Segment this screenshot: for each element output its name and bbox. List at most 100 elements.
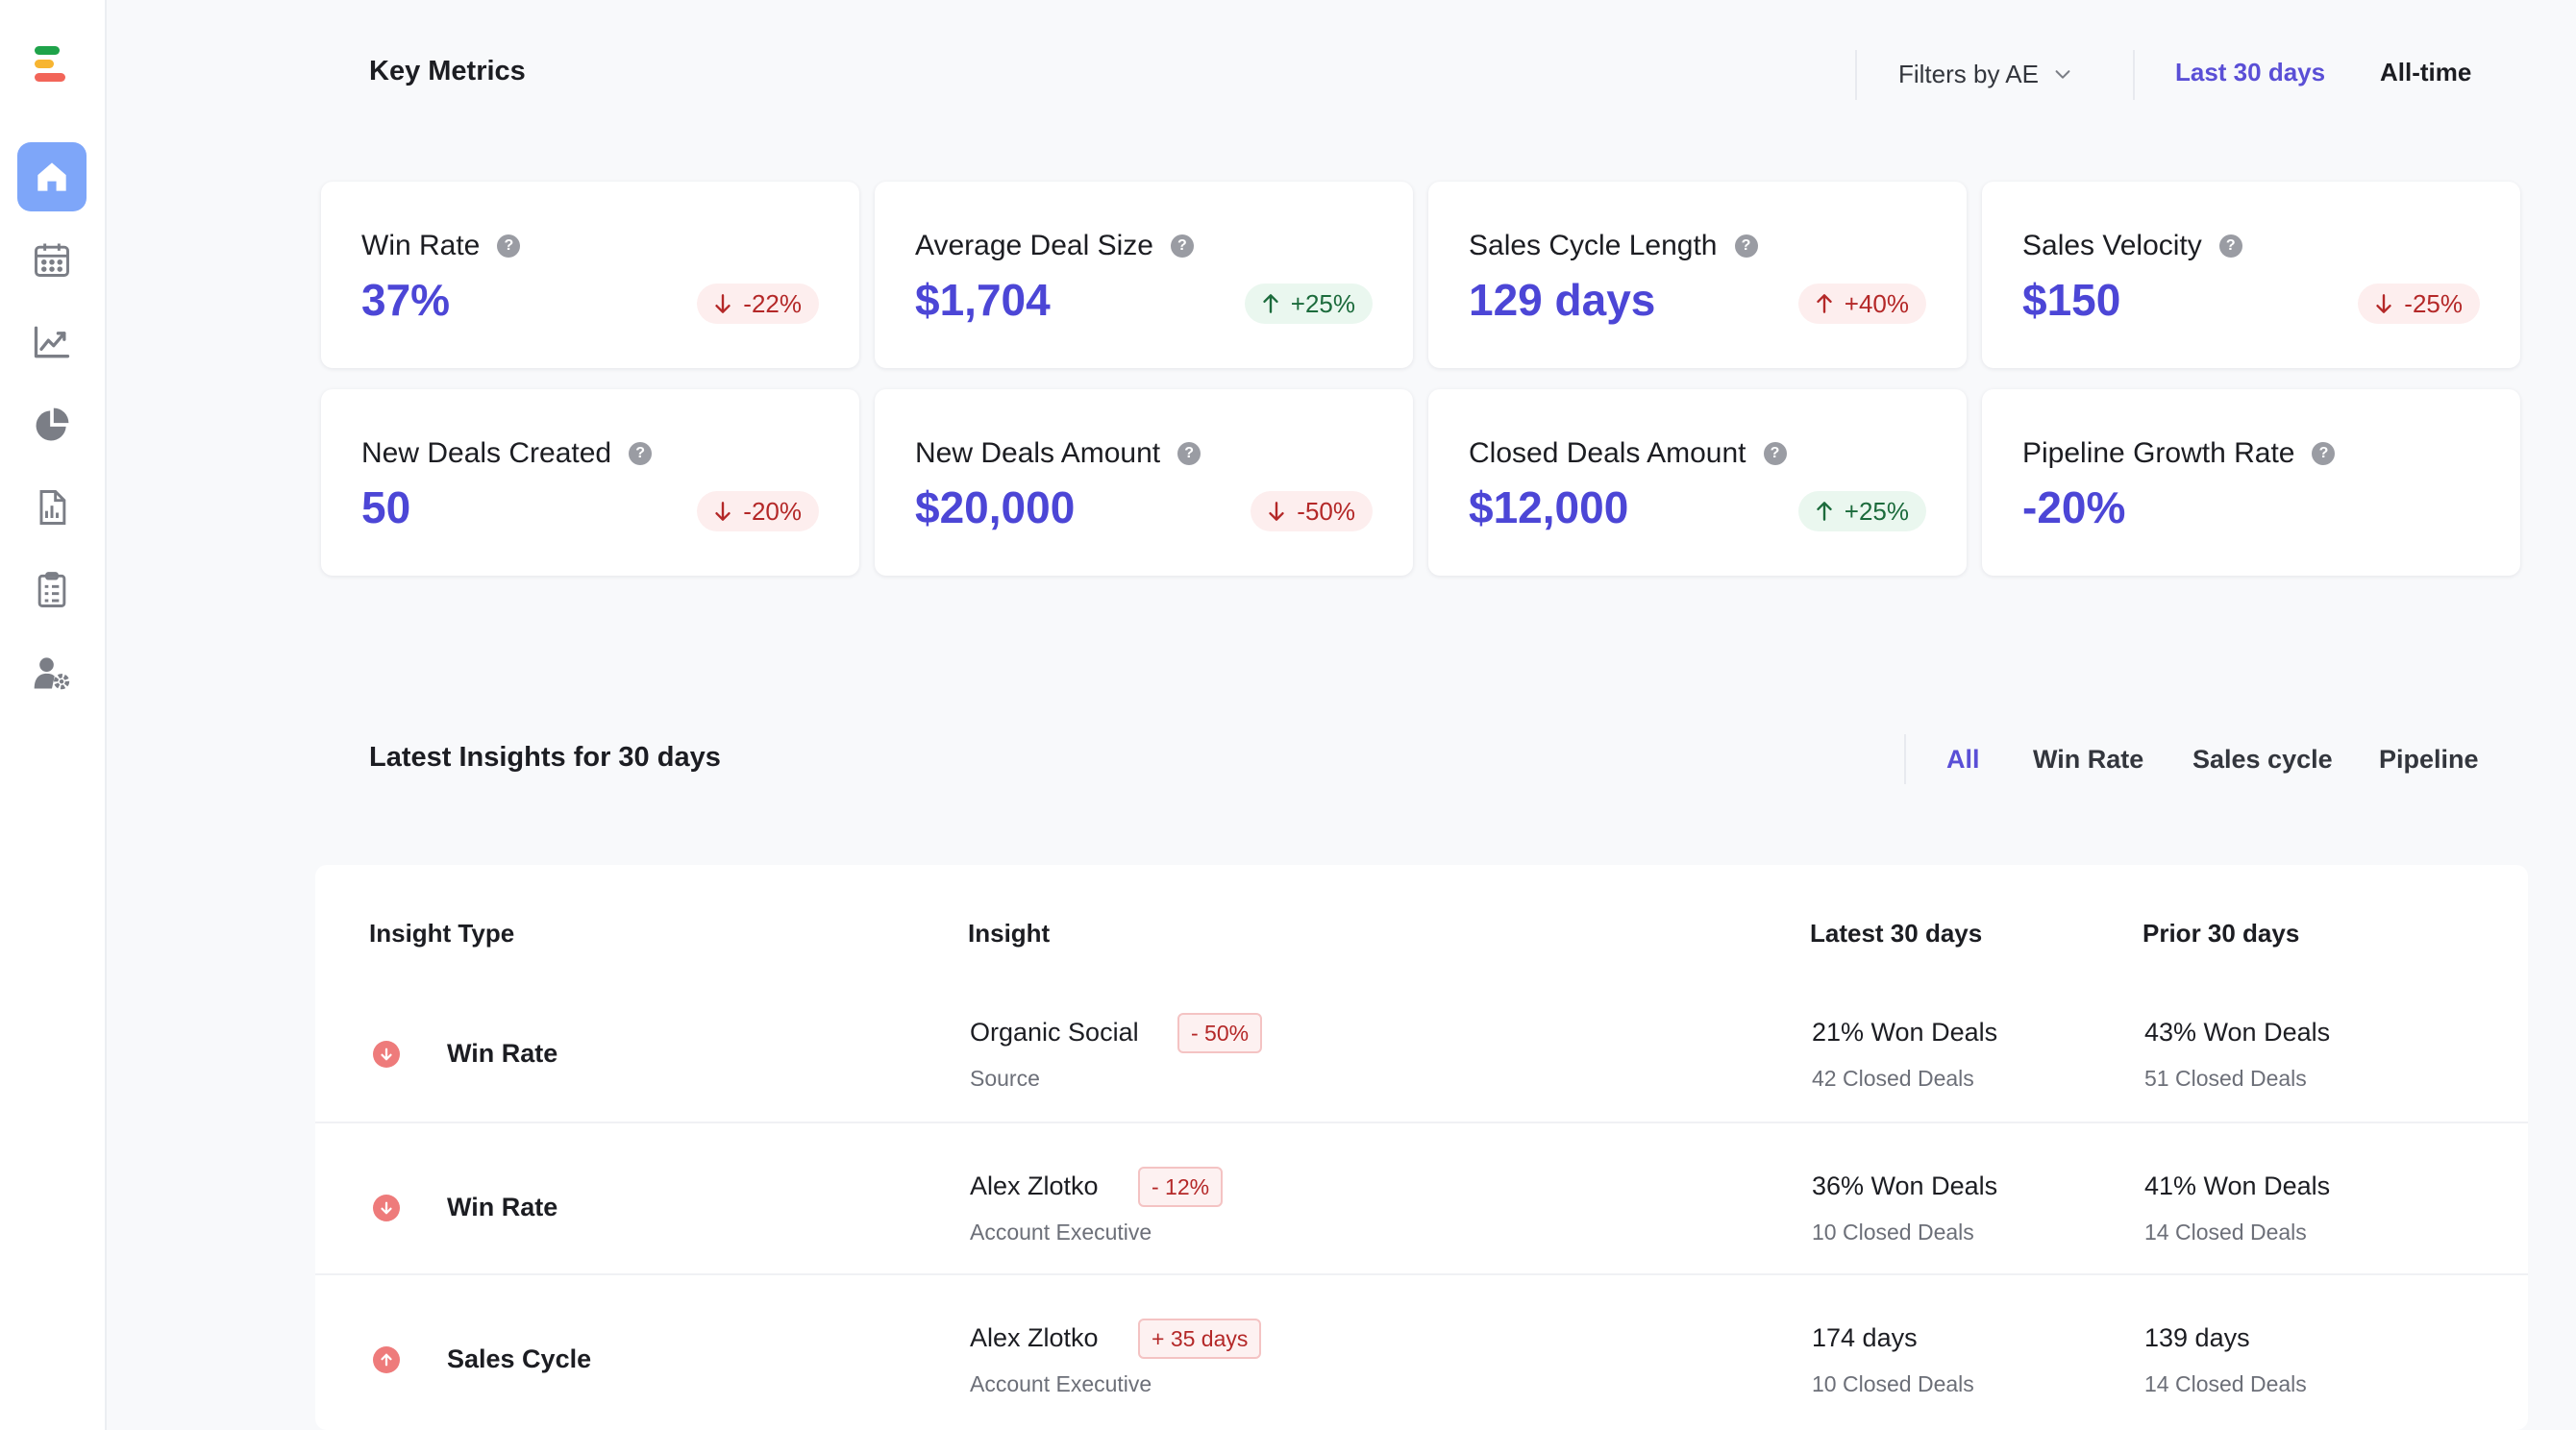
insight-type: Win Rate: [447, 1039, 558, 1068]
arrow-up-icon: [1817, 502, 1832, 521]
change-badge: +25%: [1244, 284, 1373, 324]
metric-card-new-deals-created[interactable]: New Deals Created? 50 -20%: [321, 389, 859, 576]
metric-card-pipeline-growth-rate[interactable]: Pipeline Growth Rate? -20%: [1982, 389, 2520, 576]
tab-sales-cycle[interactable]: Sales cycle: [2192, 745, 2333, 774]
insight-change-chip: - 12%: [1138, 1167, 1224, 1207]
sidebar: [0, 0, 107, 1430]
prior-value: 139 days: [2144, 1323, 2250, 1352]
range-last-30-days[interactable]: Last 30 days: [2175, 58, 2326, 86]
help-icon[interactable]: ?: [1763, 442, 1787, 465]
tab-pipeline[interactable]: Pipeline: [2379, 745, 2479, 774]
range-divider: [2133, 50, 2135, 100]
change-value: -20%: [743, 496, 802, 526]
latest-sub: 42 Closed Deals: [1812, 1066, 1974, 1091]
metric-value: $150: [2022, 275, 2121, 325]
help-icon[interactable]: ?: [1170, 234, 1194, 258]
change-badge: -22%: [697, 284, 819, 324]
tab-win-rate[interactable]: Win Rate: [2033, 745, 2144, 774]
arrow-down-icon: [1269, 502, 1284, 521]
change-badge: -25%: [2358, 284, 2480, 324]
report-icon: [39, 490, 66, 525]
change-value: +25%: [1844, 496, 1909, 526]
filter-by-ae-dropdown[interactable]: Filters by AE: [1898, 58, 2073, 90]
column-header-latest-30-days: Latest 30 days: [1810, 919, 1983, 948]
change-value: -22%: [743, 288, 802, 318]
metric-card-average-deal-size[interactable]: Average Deal Size? $1,704 +25%: [875, 182, 1413, 368]
prior-sub: 51 Closed Deals: [2144, 1066, 2307, 1091]
latest-value: 21% Won Deals: [1812, 1018, 1998, 1047]
prior-value: 43% Won Deals: [2144, 1018, 2331, 1047]
help-icon[interactable]: ?: [2218, 234, 2242, 258]
change-badge: +25%: [1797, 491, 1926, 531]
change-badge: +40%: [1797, 284, 1926, 324]
line-chart-icon: [34, 326, 70, 358]
nav-home[interactable]: [17, 142, 87, 211]
help-icon[interactable]: ?: [629, 442, 653, 465]
arrow-up-icon: [1263, 294, 1278, 313]
change-value: -50%: [1297, 496, 1355, 526]
table-row[interactable]: Sales Cycle Alex Zlotko + 35 days Accoun…: [315, 1273, 2528, 1425]
metric-card-sales-velocity[interactable]: Sales Velocity? $150 -25%: [1982, 182, 2520, 368]
nav-report-doc[interactable]: [17, 473, 87, 542]
range-all-time[interactable]: All-time: [2380, 58, 2472, 86]
change-badge: -20%: [697, 491, 819, 531]
insight-type: Win Rate: [447, 1193, 558, 1221]
column-header-insight-type: Insight Type: [369, 919, 515, 948]
trend-down-icon: [373, 1041, 400, 1068]
metric-label: Pipeline Growth Rate: [2022, 437, 2295, 469]
clipboard-icon: [37, 572, 66, 607]
help-icon[interactable]: ?: [2312, 442, 2336, 465]
metric-card-closed-deals-amount[interactable]: Closed Deals Amount? $12,000 +25%: [1428, 389, 1967, 576]
change-value: +25%: [1290, 288, 1355, 318]
metric-card-sales-cycle-length[interactable]: Sales Cycle Length? 129 days +40%: [1428, 182, 1967, 368]
latest-sub: 10 Closed Deals: [1812, 1371, 1974, 1396]
metric-card-win-rate[interactable]: Win Rate? 37% -22%: [321, 182, 859, 368]
metric-card-new-deals-amount[interactable]: New Deals Amount? $20,000 -50%: [875, 389, 1413, 576]
metric-value: $12,000: [1469, 482, 1629, 532]
insights-table: Insight Type Insight Latest 30 days Prio…: [315, 865, 2528, 1430]
metric-value: $1,704: [915, 275, 1051, 325]
metric-label: Win Rate: [361, 230, 481, 261]
key-metrics-title: Key Metrics: [369, 56, 526, 86]
nav-tasks[interactable]: [17, 555, 87, 625]
app-logo[interactable]: [35, 46, 65, 86]
column-header-prior-30-days: Prior 30 days: [2143, 919, 2300, 948]
arrow-up-icon: [1817, 294, 1832, 313]
insight-category: Account Executive: [970, 1220, 1152, 1245]
table-row[interactable]: Win Rate Organic Social - 50% Source 21%…: [315, 970, 2528, 1122]
latest-value: 36% Won Deals: [1812, 1171, 1998, 1200]
arrow-down-icon: [715, 502, 731, 521]
nav-reports-pie[interactable]: [17, 390, 87, 459]
metric-value: 129 days: [1469, 275, 1656, 325]
change-value: -25%: [2404, 288, 2463, 318]
tab-all[interactable]: All: [1946, 745, 1980, 774]
trend-up-icon: [373, 1346, 400, 1373]
home-icon: [37, 162, 66, 191]
nav-user-settings[interactable]: [17, 638, 87, 707]
help-icon[interactable]: ?: [1734, 234, 1758, 258]
nav-analytics[interactable]: [17, 308, 87, 377]
prior-value: 41% Won Deals: [2144, 1171, 2331, 1200]
column-header-insight: Insight: [968, 919, 1051, 948]
metric-label: Average Deal Size: [915, 230, 1153, 261]
metric-label: Sales Cycle Length: [1469, 230, 1718, 261]
pie-chart-icon: [36, 407, 69, 441]
nav-calendar[interactable]: [17, 225, 87, 294]
insight-name: Organic Social: [970, 1018, 1139, 1047]
metric-value: 37%: [361, 275, 451, 325]
change-badge: -50%: [1251, 491, 1373, 531]
help-icon[interactable]: ?: [1177, 442, 1201, 465]
insights-divider: [1904, 734, 1906, 784]
chevron-down-icon: [2055, 70, 2070, 79]
trend-down-icon: [373, 1195, 400, 1221]
help-icon[interactable]: ?: [497, 234, 521, 258]
metric-label: New Deals Created: [361, 437, 612, 469]
prior-sub: 14 Closed Deals: [2144, 1371, 2307, 1396]
latest-value: 174 days: [1812, 1323, 1918, 1352]
insight-type: Sales Cycle: [447, 1344, 592, 1373]
prior-sub: 14 Closed Deals: [2144, 1220, 2307, 1245]
header-divider: [1855, 50, 1857, 100]
arrow-down-icon: [715, 294, 731, 313]
arrow-down-icon: [2376, 294, 2391, 313]
table-row[interactable]: Win Rate Alex Zlotko - 12% Account Execu…: [315, 1122, 2528, 1273]
